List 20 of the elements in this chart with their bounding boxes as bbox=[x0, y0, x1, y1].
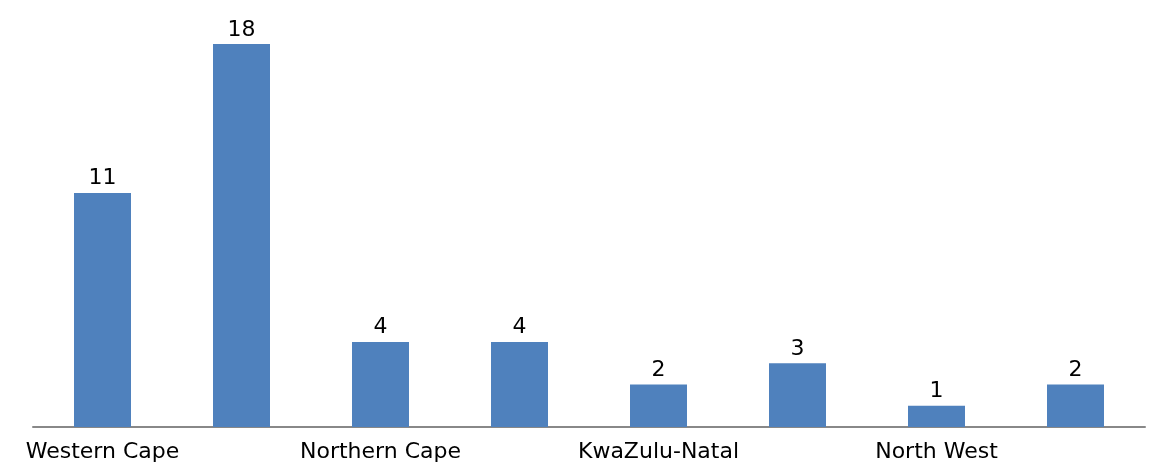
bar bbox=[908, 405, 965, 427]
bar bbox=[491, 341, 548, 427]
data-label: 11 bbox=[88, 164, 117, 190]
x-tick-label: North West bbox=[875, 437, 999, 463]
data-label: 1 bbox=[929, 377, 944, 403]
data-label: 4 bbox=[512, 313, 527, 339]
bar bbox=[74, 192, 131, 427]
x-tick-label: KwaZulu-Natal bbox=[577, 437, 740, 463]
bar bbox=[213, 44, 270, 427]
bar bbox=[1047, 384, 1104, 427]
data-label: 2 bbox=[651, 355, 666, 381]
bar bbox=[630, 384, 687, 427]
data-label: 2 bbox=[1068, 355, 1083, 381]
data-label: 4 bbox=[373, 313, 388, 339]
x-tick-label: Northern Cape bbox=[299, 437, 462, 463]
data-label: 18 bbox=[227, 15, 256, 41]
x-tick-label: Western Cape bbox=[25, 437, 180, 463]
bar bbox=[769, 363, 826, 427]
bar bbox=[352, 341, 409, 427]
data-label: 3 bbox=[790, 334, 805, 360]
